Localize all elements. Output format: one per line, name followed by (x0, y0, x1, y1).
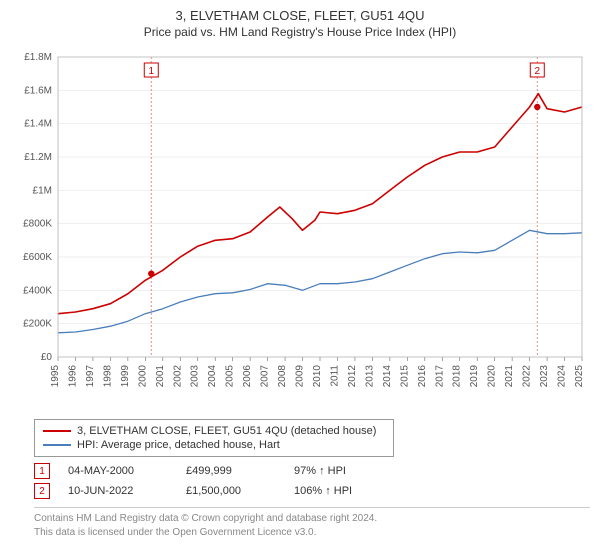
svg-text:2008: 2008 (277, 365, 288, 388)
svg-text:2013: 2013 (364, 365, 375, 388)
chart-area: £0 £200K £400K £600K £800K £1M £1.2M £1.4M £1.6M… (10, 43, 590, 413)
svg-text:1998: 1998 (102, 365, 113, 388)
svg-text:£1.6M: £1.6M (24, 85, 52, 96)
svg-text:2010: 2010 (312, 365, 323, 388)
svg-text:2014: 2014 (382, 365, 393, 388)
svg-text:2007: 2007 (260, 365, 271, 388)
svg-text:2012: 2012 (347, 365, 358, 388)
legend-item: HPI: Average price, detached house, Hart (43, 438, 385, 452)
svg-text:2011: 2011 (329, 365, 340, 387)
svg-text:2: 2 (535, 66, 541, 77)
svg-text:1996: 1996 (67, 365, 78, 388)
svg-text:2000: 2000 (137, 365, 148, 388)
svg-text:2025: 2025 (574, 365, 585, 388)
svg-text:2021: 2021 (504, 365, 515, 388)
legend-swatch (43, 430, 71, 432)
sale-marker-icon: 2 (34, 483, 50, 499)
svg-text:£600K: £600K (23, 252, 52, 263)
sale-price: £1,500,000 (186, 485, 276, 497)
svg-text:2017: 2017 (434, 365, 445, 388)
svg-text:2023: 2023 (539, 365, 550, 388)
svg-text:£1.8M: £1.8M (24, 52, 52, 63)
chart-title: 3, ELVETHAM CLOSE, FLEET, GU51 4QU (10, 8, 590, 23)
svg-text:1: 1 (148, 66, 154, 77)
svg-text:£0: £0 (41, 352, 53, 363)
svg-text:2018: 2018 (452, 365, 463, 388)
legend-label: HPI: Average price, detached house, Hart (77, 439, 280, 451)
svg-text:£200K: £200K (23, 319, 52, 330)
sale-date: 10-JUN-2022 (68, 485, 168, 497)
sale-date: 04-MAY-2000 (68, 465, 168, 477)
svg-text:£1.2M: £1.2M (24, 152, 52, 163)
sales-table: 1 04-MAY-2000 £499,999 97% ↑ HPI 2 10-JU… (34, 461, 590, 501)
svg-text:2022: 2022 (522, 365, 533, 388)
legend: 3, ELVETHAM CLOSE, FLEET, GU51 4QU (deta… (34, 419, 394, 457)
svg-text:2024: 2024 (557, 365, 568, 388)
svg-text:£800K: £800K (23, 219, 52, 230)
chart-container: 3, ELVETHAM CLOSE, FLEET, GU51 4QU Price… (0, 0, 600, 560)
svg-text:2016: 2016 (417, 365, 428, 388)
svg-text:2005: 2005 (225, 365, 236, 388)
svg-text:2003: 2003 (190, 365, 201, 388)
table-row: 1 04-MAY-2000 £499,999 97% ↑ HPI (34, 461, 590, 481)
sale-pct: 106% ↑ HPI (294, 485, 354, 497)
svg-text:£1M: £1M (33, 185, 52, 196)
svg-text:1997: 1997 (85, 365, 96, 388)
svg-text:2019: 2019 (469, 365, 480, 388)
footer-line: Contains HM Land Registry data © Crown c… (34, 512, 590, 526)
svg-text:2006: 2006 (242, 365, 253, 388)
legend-item: 3, ELVETHAM CLOSE, FLEET, GU51 4QU (deta… (43, 424, 385, 438)
legend-swatch (43, 444, 71, 446)
svg-text:2001: 2001 (155, 365, 166, 388)
svg-text:2009: 2009 (295, 365, 306, 388)
svg-text:2004: 2004 (207, 365, 218, 388)
chart-subtitle: Price paid vs. HM Land Registry's House … (10, 25, 590, 39)
sale-price: £499,999 (186, 465, 276, 477)
svg-text:£400K: £400K (23, 285, 52, 296)
footer-line: This data is licensed under the Open Gov… (34, 526, 590, 540)
footer: Contains HM Land Registry data © Crown c… (34, 507, 590, 539)
svg-text:2015: 2015 (399, 365, 410, 388)
sale-pct: 97% ↑ HPI (294, 465, 354, 477)
arrow-up-icon: ↑ (319, 465, 325, 477)
svg-text:£1.4M: £1.4M (24, 119, 52, 130)
arrow-up-icon: ↑ (325, 485, 331, 497)
svg-text:2002: 2002 (172, 365, 183, 388)
table-row: 2 10-JUN-2022 £1,500,000 106% ↑ HPI (34, 481, 590, 501)
sale-marker-icon: 1 (34, 463, 50, 479)
svg-text:1995: 1995 (50, 365, 61, 388)
svg-text:1999: 1999 (120, 365, 131, 388)
line-chart-svg: £0 £200K £400K £600K £800K £1M £1.2M £1.4M £1.6M… (10, 43, 590, 413)
svg-text:2020: 2020 (487, 365, 498, 388)
legend-label: 3, ELVETHAM CLOSE, FLEET, GU51 4QU (deta… (77, 425, 376, 437)
